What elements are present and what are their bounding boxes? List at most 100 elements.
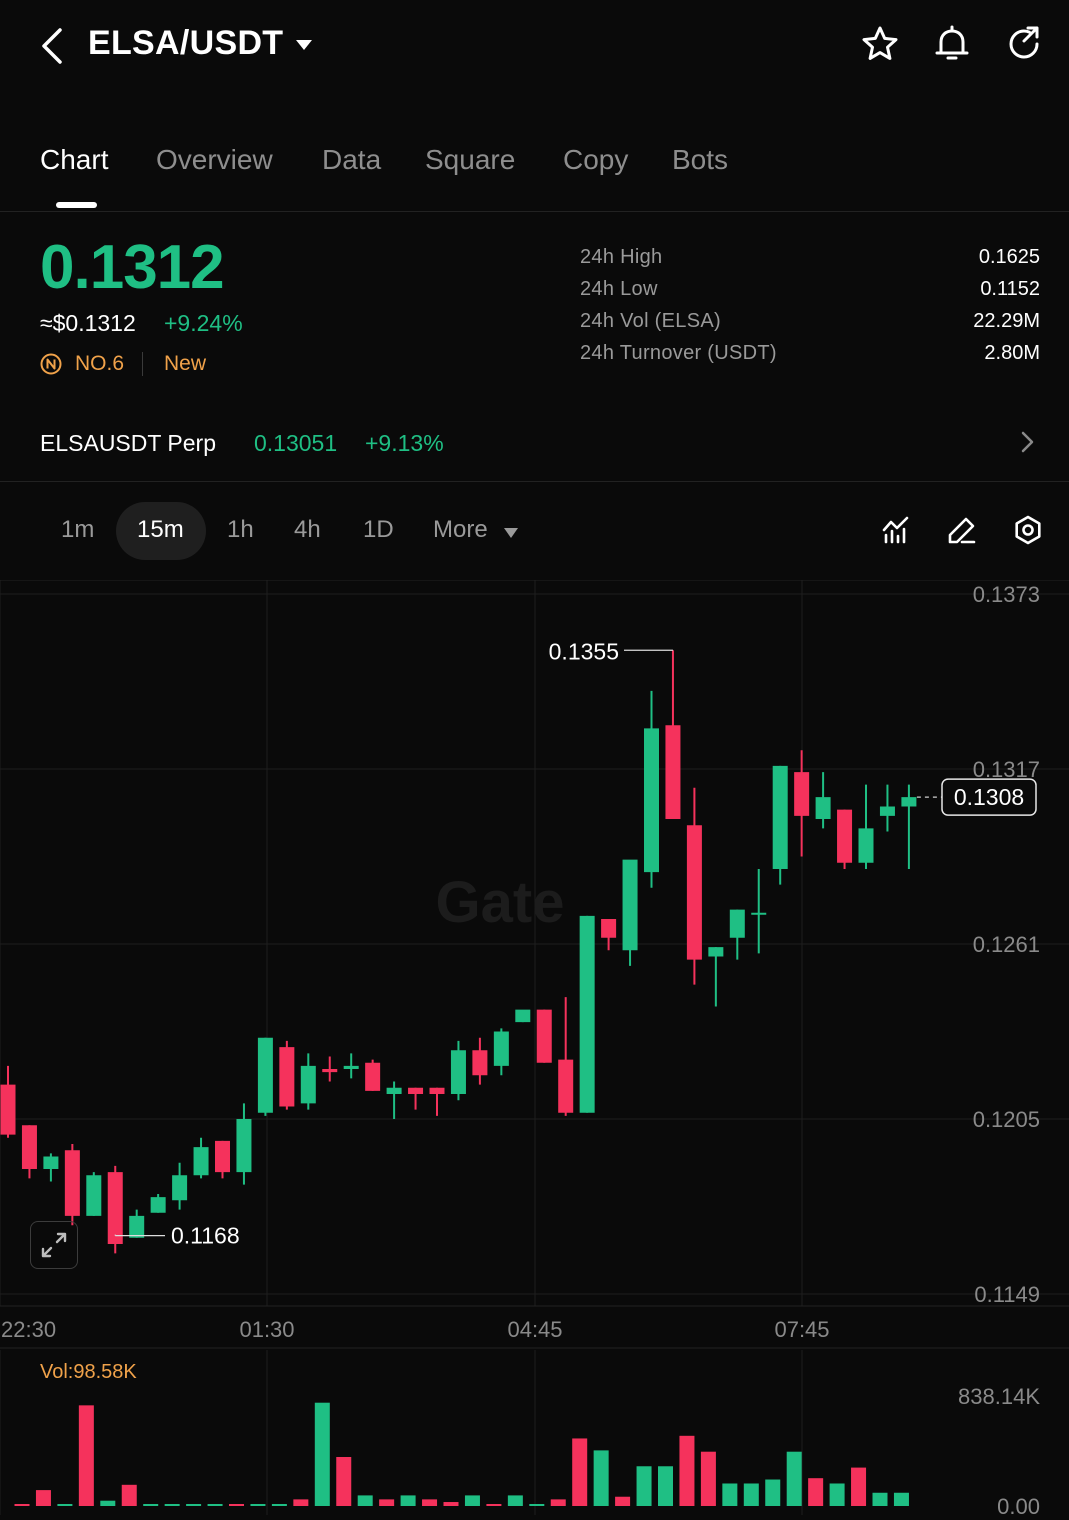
interval-1h[interactable]: 1h (227, 516, 254, 543)
usd-price: ≈$0.1312 (40, 310, 136, 336)
candle-body (708, 947, 724, 957)
volume-bar (336, 1456, 352, 1506)
perp-row[interactable]: ELSAUSDT Perp 0.13051 +9.13% (0, 410, 1069, 482)
candle-body (0, 1084, 16, 1135)
volume-label: Vol:98.58K (40, 1361, 137, 1383)
chevron-right-icon[interactable] (1018, 430, 1036, 454)
interval-1d[interactable]: 1D (363, 516, 394, 543)
candle-body (815, 797, 831, 819)
volume-bar (679, 1435, 695, 1506)
bell-icon[interactable] (932, 24, 972, 64)
volume-bar (271, 1504, 287, 1506)
volume-bar (872, 1492, 888, 1506)
tab-data[interactable]: Data (322, 144, 382, 175)
interval-more[interactable]: More (433, 516, 488, 543)
volume-bar (207, 1504, 223, 1506)
candle-body (794, 772, 810, 816)
expand-icon[interactable] (30, 1221, 78, 1269)
back-arrow-icon[interactable] (36, 26, 72, 66)
pair-title[interactable]: ELSA/USDT (88, 24, 284, 62)
tab-copy[interactable]: Copy (563, 144, 629, 175)
settings-icon[interactable] (1012, 514, 1044, 546)
candle-body (772, 765, 788, 869)
current-price-tag (941, 778, 1037, 816)
candle-body (21, 1125, 37, 1169)
low-marker-label: 0.1168 (171, 1223, 240, 1249)
interval-1m[interactable]: 1m (61, 516, 95, 543)
indicator-icon[interactable] (880, 514, 912, 546)
candle-body (386, 1087, 402, 1094)
rank-icon (40, 353, 62, 375)
candle-body (150, 1197, 166, 1213)
candle-body (665, 725, 681, 819)
y-axis-label: 0.1149 (974, 1282, 1040, 1307)
stat-vol-value: 22.29M (973, 310, 1040, 332)
tab-bar: Chart Overview Data Square Copy Bots (0, 130, 1069, 212)
candle-body (257, 1037, 273, 1113)
volume-bar (57, 1504, 73, 1506)
perp-name: ELSAUSDT Perp (40, 430, 216, 456)
volume-bar (464, 1495, 480, 1506)
tab-overview[interactable]: Overview (156, 144, 273, 175)
volume-bar (250, 1504, 266, 1506)
volume-bar (422, 1499, 438, 1506)
volume-bar (743, 1483, 759, 1506)
candle-body (493, 1031, 509, 1066)
candle-body (729, 909, 745, 938)
change-percent: +9.24% (164, 310, 243, 336)
interval-active-pill (116, 502, 206, 560)
stat-high-label: 24h High (580, 246, 663, 268)
caret-down-icon[interactable] (503, 526, 519, 538)
volume-bar (636, 1466, 652, 1506)
candle-body (472, 1050, 488, 1076)
candle-body (279, 1047, 295, 1107)
candle-body (86, 1175, 102, 1216)
volume-bar (186, 1504, 202, 1506)
volume-bar (893, 1492, 909, 1506)
perp-change: +9.13% (365, 430, 444, 456)
tab-square[interactable]: Square (425, 144, 516, 175)
x-axis-label: 07:45 (774, 1317, 829, 1342)
volume-bar (658, 1466, 673, 1506)
volume-bar (700, 1451, 716, 1506)
interval-15m[interactable]: 15m (137, 516, 184, 543)
candle-body (515, 1009, 531, 1023)
candle-body (193, 1147, 209, 1176)
volume-bar (593, 1450, 609, 1506)
candle-body (43, 1156, 59, 1169)
price-chart[interactable]: 0.1373 0.1317 0.1261 0.1205 0.1149 22:30 01:30… (0, 580, 1069, 1520)
candle-body (64, 1150, 80, 1216)
volume-bar (722, 1483, 738, 1506)
volume-bar (400, 1495, 416, 1506)
y-axis-label: 0.1205 (973, 1107, 1040, 1132)
tab-bots[interactable]: Bots (672, 144, 729, 175)
volume-bar (529, 1504, 545, 1506)
caret-down-icon[interactable] (295, 38, 313, 52)
volume-bar (35, 1490, 51, 1506)
candle-body (622, 859, 638, 951)
volume-bar (314, 1402, 330, 1506)
x-axis-label: 01:30 (239, 1317, 294, 1342)
interval-bar: 1m 15m 1h 4h 1D More (0, 500, 1069, 564)
star-icon[interactable] (860, 24, 900, 64)
candle-body (107, 1172, 123, 1244)
y-axis-label: 0.1261 (973, 932, 1040, 957)
volume-bar (164, 1504, 180, 1506)
volume-bar (143, 1504, 159, 1506)
interval-4h[interactable]: 4h (294, 516, 321, 543)
volume-bar (293, 1499, 309, 1506)
share-icon[interactable] (1004, 24, 1044, 64)
volume-bar (765, 1479, 781, 1506)
candle-body (879, 806, 895, 816)
volume-bar (829, 1483, 845, 1506)
stat-vol-label: 24h Vol (ELSA) (580, 310, 721, 332)
tab-chart[interactable]: Chart (40, 144, 109, 175)
divider (142, 352, 143, 376)
y-axis-label: 0.1373 (973, 582, 1040, 607)
volume-bar (14, 1504, 30, 1506)
draw-icon[interactable] (946, 514, 978, 546)
volume-axis-min: 0.00 (997, 1494, 1040, 1519)
candle-body (215, 1140, 230, 1173)
stat-low-label: 24h Low (580, 278, 658, 300)
x-axis-label: 22:30 (1, 1317, 56, 1342)
